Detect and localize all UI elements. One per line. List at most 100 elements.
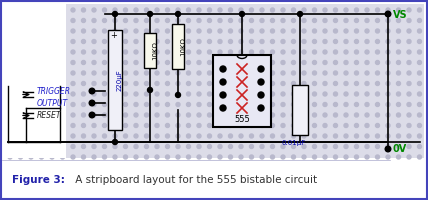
Circle shape	[291, 144, 295, 148]
Circle shape	[166, 29, 169, 33]
Circle shape	[92, 102, 96, 106]
Circle shape	[312, 50, 316, 54]
Circle shape	[113, 123, 117, 128]
Circle shape	[124, 60, 128, 64]
Circle shape	[166, 8, 169, 12]
Circle shape	[155, 60, 159, 64]
Circle shape	[102, 134, 107, 138]
Circle shape	[291, 123, 295, 128]
Circle shape	[333, 155, 338, 159]
Circle shape	[220, 92, 226, 98]
Circle shape	[344, 19, 348, 22]
Circle shape	[60, 82, 65, 86]
Circle shape	[281, 50, 285, 54]
Circle shape	[89, 112, 95, 118]
Circle shape	[281, 40, 285, 44]
Circle shape	[365, 60, 369, 64]
Circle shape	[281, 155, 285, 159]
Circle shape	[302, 60, 306, 64]
Circle shape	[396, 8, 401, 12]
Circle shape	[229, 8, 232, 12]
Circle shape	[50, 123, 54, 128]
Circle shape	[166, 102, 169, 106]
Circle shape	[270, 155, 274, 159]
Circle shape	[323, 134, 327, 138]
Circle shape	[29, 155, 33, 159]
Circle shape	[386, 92, 390, 96]
Circle shape	[134, 113, 138, 117]
Circle shape	[208, 102, 211, 106]
Circle shape	[92, 71, 96, 75]
Circle shape	[92, 29, 96, 33]
Circle shape	[155, 8, 159, 12]
Circle shape	[145, 123, 149, 128]
Circle shape	[208, 71, 211, 75]
Circle shape	[229, 92, 232, 96]
Circle shape	[239, 155, 243, 159]
Circle shape	[229, 134, 232, 138]
Circle shape	[113, 71, 117, 75]
Circle shape	[250, 102, 253, 106]
Circle shape	[176, 71, 180, 75]
Circle shape	[239, 40, 243, 44]
Circle shape	[134, 40, 138, 44]
Circle shape	[375, 71, 380, 75]
Circle shape	[187, 134, 190, 138]
Circle shape	[166, 92, 169, 96]
Circle shape	[18, 123, 23, 128]
Circle shape	[29, 40, 33, 44]
Circle shape	[375, 144, 380, 148]
Circle shape	[102, 82, 107, 86]
Circle shape	[260, 102, 264, 106]
Circle shape	[134, 155, 138, 159]
Circle shape	[113, 40, 117, 44]
Circle shape	[375, 123, 380, 128]
Circle shape	[220, 79, 226, 85]
Circle shape	[166, 134, 169, 138]
Circle shape	[60, 60, 65, 64]
Circle shape	[124, 155, 128, 159]
Circle shape	[124, 40, 128, 44]
Circle shape	[291, 19, 295, 22]
Circle shape	[176, 8, 180, 12]
Circle shape	[229, 113, 232, 117]
Circle shape	[187, 50, 190, 54]
Circle shape	[270, 82, 274, 86]
Circle shape	[302, 71, 306, 75]
Circle shape	[18, 71, 23, 75]
Text: 555: 555	[234, 116, 250, 124]
Circle shape	[81, 29, 86, 33]
Circle shape	[39, 71, 44, 75]
Circle shape	[386, 134, 390, 138]
Circle shape	[323, 123, 327, 128]
Circle shape	[81, 50, 86, 54]
Circle shape	[323, 50, 327, 54]
Circle shape	[102, 155, 107, 159]
Circle shape	[239, 134, 243, 138]
Circle shape	[145, 113, 149, 117]
Circle shape	[250, 123, 253, 128]
Circle shape	[258, 105, 264, 111]
Circle shape	[407, 50, 411, 54]
Circle shape	[155, 92, 159, 96]
Circle shape	[71, 29, 75, 33]
Text: VS: VS	[393, 10, 407, 20]
Circle shape	[220, 66, 226, 72]
Circle shape	[344, 82, 348, 86]
Circle shape	[187, 123, 190, 128]
Circle shape	[81, 102, 86, 106]
Circle shape	[8, 29, 12, 33]
Circle shape	[145, 92, 149, 96]
Circle shape	[407, 19, 411, 22]
Circle shape	[270, 29, 274, 33]
Circle shape	[29, 134, 33, 138]
Circle shape	[354, 123, 359, 128]
Circle shape	[229, 29, 232, 33]
Circle shape	[60, 144, 65, 148]
Circle shape	[197, 60, 201, 64]
Circle shape	[417, 19, 422, 22]
Circle shape	[197, 155, 201, 159]
Circle shape	[8, 8, 12, 12]
Circle shape	[18, 60, 23, 64]
Circle shape	[365, 40, 369, 44]
